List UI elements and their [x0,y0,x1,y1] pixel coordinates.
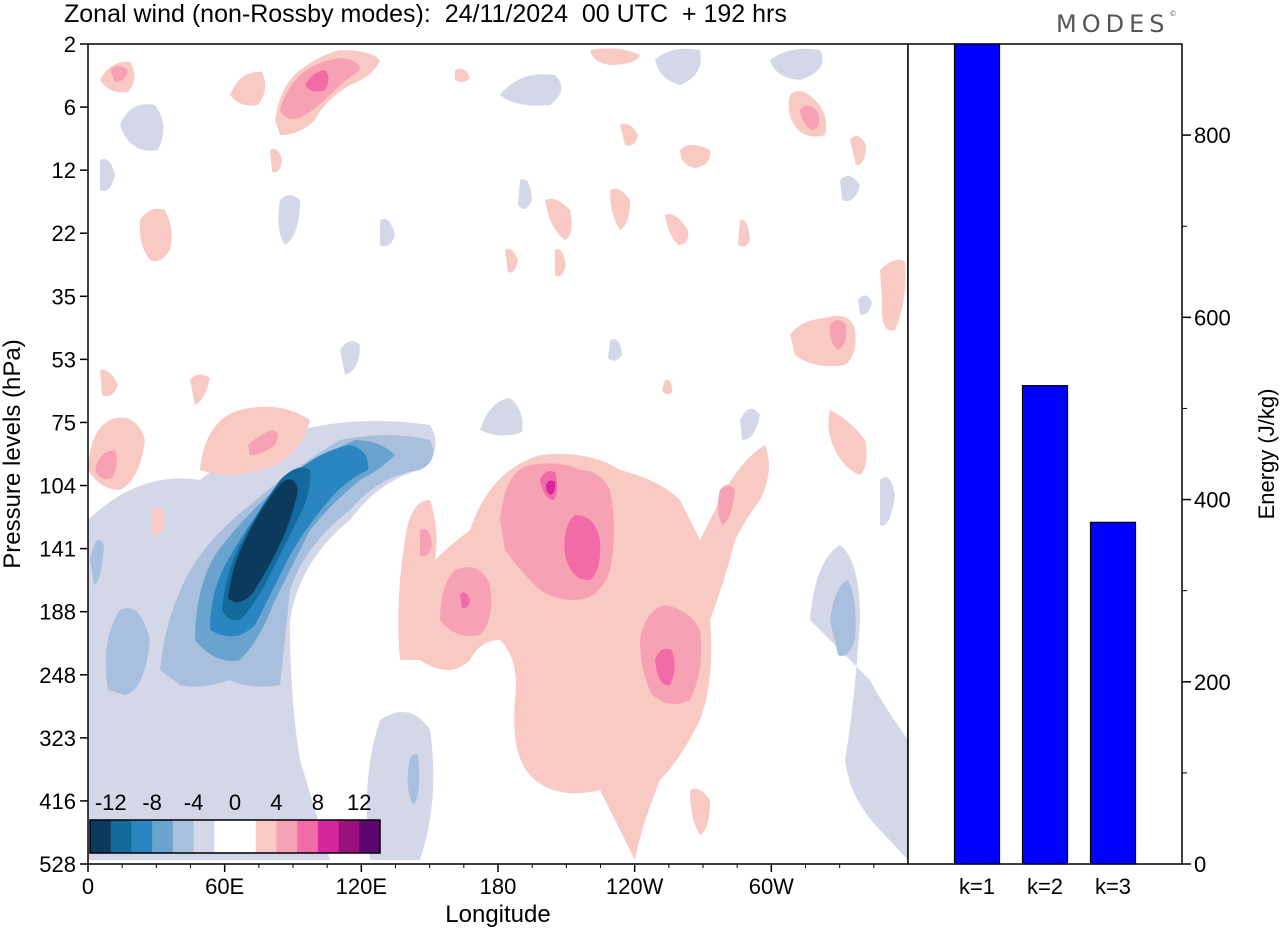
heatmap-field [88,48,908,860]
y-tick-label: 141 [39,537,76,562]
colorbar-swatch [214,820,236,853]
energy-axis-label: Energy (J/kg) [1254,389,1279,520]
x-axis-label: Longitude [445,901,550,928]
contour-pos-3 [305,70,675,686]
energy-tick-label: 600 [1194,305,1231,330]
energy-bar [1021,385,1069,865]
colorbar-swatch [152,820,174,853]
colorbar-swatch [235,820,257,853]
energy-bar [953,43,1001,865]
bar-category-label: k=2 [1027,874,1063,899]
brand-logo-mark: © [1169,10,1177,18]
colorbar-label: 12 [347,790,371,815]
contour-pos-4 [546,480,556,495]
colorbar: -12 -8 -4 0 4 8 12 [89,790,381,854]
x-tick-label: 0 [82,874,94,899]
colorbar-label: -8 [142,790,162,815]
heatmap-y-axis: 2 6 12 22 35 53 75 104 141 188 248 323 416 528 [39,32,88,877]
y-tick-label: 6 [64,95,76,120]
x-tick-label: 120W [606,874,664,899]
y-tick-label: 2 [64,32,76,57]
y-tick-label: 35 [52,284,76,309]
colorbar-swatch [359,820,381,853]
colorbar-swatch [317,820,340,853]
brand-logo: MODES© [1056,10,1176,38]
heatmap-panel [87,43,909,865]
y-tick-label: 104 [39,474,76,499]
colorbar-swatch [172,820,195,853]
colorbar-swatch [297,820,319,853]
y-tick-label: 528 [39,852,76,877]
colorbar-swatch [276,820,298,853]
bar-chart-panel: 0 200 400 600 800 k=1 k=2 k=3 [907,43,1231,899]
bar-x-axis: k=1 k=2 k=3 [959,874,1131,899]
x-tick-label: 60E [205,874,244,899]
colorbar-frame [89,819,381,854]
y-tick-label: 53 [52,347,76,372]
colorbar-label: -4 [184,790,204,815]
y-tick-label: 248 [39,663,76,688]
bars [953,43,1137,865]
y-tick-label: 416 [39,789,76,814]
y-tick-label: 323 [39,726,76,751]
colorbar-label: -12 [95,790,127,815]
energy-tick-label: 200 [1194,670,1231,695]
x-tick-label: 180 [480,874,517,899]
x-tick-label: 60W [749,874,794,899]
colorbar-swatch [338,820,360,853]
bar-y-axis: 0 200 400 600 800 [1182,123,1231,877]
y-tick-label: 12 [52,158,76,183]
colorbar-label: 0 [229,790,241,815]
colorbar-swatch [110,820,132,853]
contour-neg-6 [228,479,298,603]
colorbar-swatch [131,820,153,853]
heatmap-x-axis: 0 60E 120E 180 120W 60W [82,864,875,899]
y-axis-label: Pressure levels (hPa) [0,339,26,568]
bar-category-label: k=3 [1095,874,1131,899]
energy-bar [1089,521,1137,865]
energy-tick-label: 400 [1194,488,1231,513]
chart-title: Zonal wind (non-Rossby modes): 24/11/202… [64,0,787,28]
colorbar-label: 8 [312,790,324,815]
x-tick-label: 120E [336,874,387,899]
colorbar-swatch [90,820,112,853]
energy-tick-label: 800 [1194,123,1231,148]
colorbar-swatch [193,820,215,853]
y-tick-label: 188 [39,600,76,625]
brand-logo-text: MODES [1056,10,1170,38]
y-tick-label: 75 [52,410,76,435]
energy-tick-label: 0 [1194,852,1206,877]
bar-category-label: k=1 [959,874,995,899]
y-tick-label: 22 [52,221,76,246]
colorbar-swatch [255,820,277,853]
colorbar-label: 4 [270,790,282,815]
